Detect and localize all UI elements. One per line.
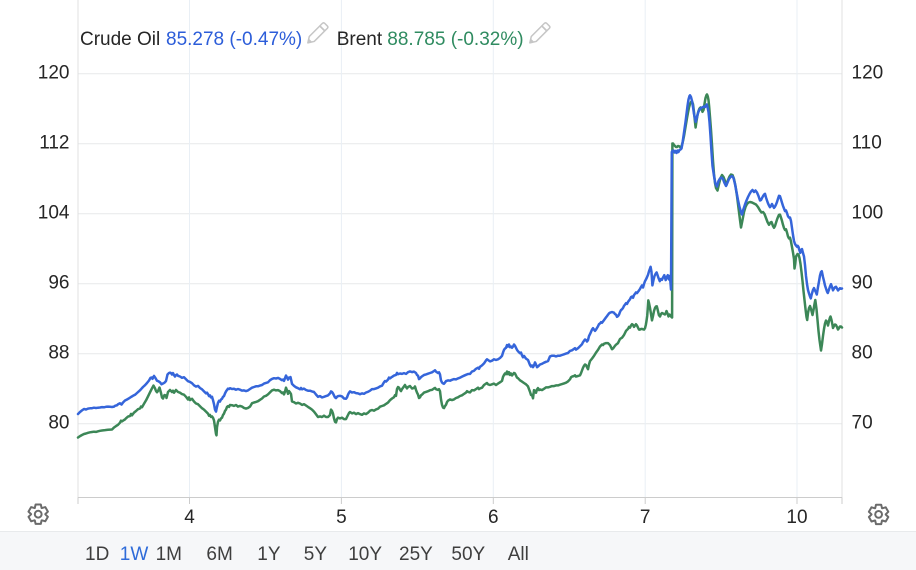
svg-text:88: 88 [48, 343, 69, 364]
svg-text:120: 120 [38, 63, 70, 84]
svg-text:96: 96 [48, 273, 69, 294]
svg-text:104: 104 [38, 203, 70, 224]
svg-text:7: 7 [640, 507, 651, 528]
svg-text:110: 110 [852, 133, 882, 154]
svg-text:6: 6 [488, 507, 499, 528]
svg-text:Brent: Brent [337, 29, 383, 50]
svg-text:80: 80 [852, 343, 873, 364]
svg-text:88.785 (-0.32%): 88.785 (-0.32%) [387, 29, 523, 50]
svg-text:90: 90 [852, 273, 873, 294]
svg-text:70: 70 [852, 413, 873, 434]
svg-text:4: 4 [184, 507, 195, 528]
svg-text:100: 100 [852, 203, 884, 224]
svg-text:80: 80 [48, 413, 69, 434]
svg-text:Crude Oil: Crude Oil [80, 29, 160, 50]
svg-text:10: 10 [786, 507, 807, 528]
svg-text:85.278 (-0.47%): 85.278 (-0.47%) [166, 29, 302, 50]
svg-text:112: 112 [39, 133, 69, 154]
svg-text:120: 120 [852, 63, 884, 84]
svg-text:5: 5 [336, 507, 347, 528]
